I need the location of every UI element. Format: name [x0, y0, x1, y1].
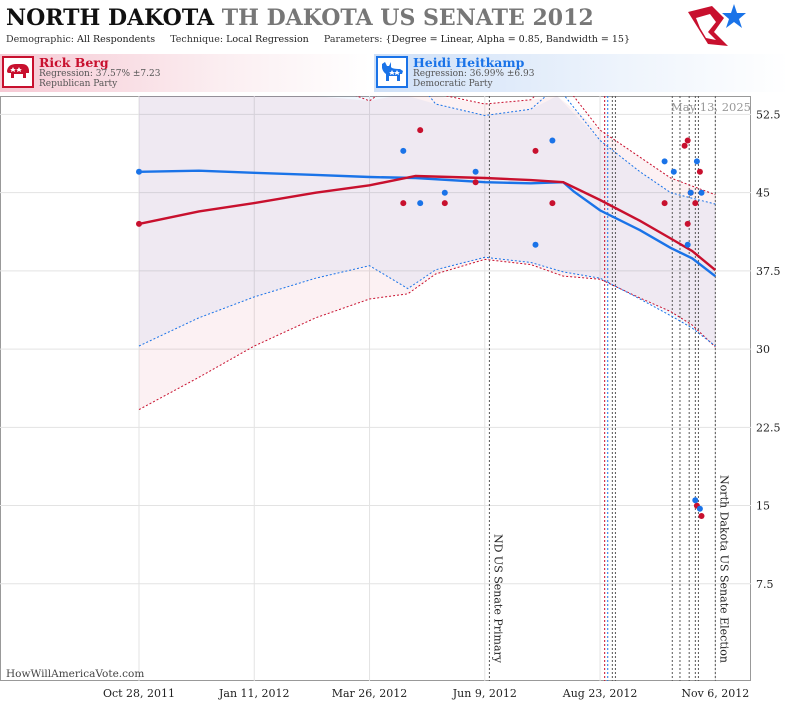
poll-point-heidi-heitkamp: [684, 241, 691, 248]
poll-point-heidi-heitkamp: [693, 158, 700, 165]
poll-point-heidi-heitkamp: [417, 200, 424, 207]
poll-point-rick-berg: [441, 200, 448, 207]
poll-point-rick-berg: [400, 200, 407, 207]
poll-point-rick-berg: [696, 168, 703, 175]
parameters-line: Demographic: All Respondents Technique: …: [6, 34, 630, 45]
poll-point-rick-berg: [698, 513, 705, 519]
poll-point-heidi-heitkamp: [549, 137, 556, 144]
event-label: North Dakota US Senate Election: [717, 475, 730, 663]
x-tick-label: Oct 28, 2011: [103, 687, 175, 700]
chart-title: NORTH DAKOTA TH DAKOTA US SENATE 2012: [6, 5, 594, 31]
polling-chart: 7.5 15 22.5 30 37.5 45 52.5 Oct 28, 2011 Jan 11,…: [0, 96, 781, 700]
poll-point-heidi-heitkamp: [400, 147, 407, 154]
y-tick-label: 15: [756, 500, 770, 513]
trend-line-heidi-heitkamp: [138, 169, 717, 278]
poll-point-heidi-heitkamp: [661, 158, 668, 165]
parameters-value: {Degree = Linear, Alpha = 0.85, Bandwidt…: [385, 34, 631, 45]
x-tick-label: Jun 9, 2012: [452, 687, 517, 700]
poll-point-heidi-heitkamp: [472, 168, 479, 175]
poll-point-rick-berg: [549, 200, 556, 207]
technique-label: Technique:: [170, 34, 224, 45]
title-state: NORTH DAKOTA: [6, 5, 215, 31]
trend-line-rick-berg: [138, 174, 717, 272]
current-date-label: May 13, 2025: [671, 100, 751, 114]
demographic-label: Demographic:: [6, 34, 75, 45]
poll-point-heidi-heitkamp: [698, 189, 705, 196]
confidence-band-heidi-heitkamp: [139, 96, 716, 346]
parameters-label: Parameters:: [323, 34, 383, 45]
site-logo-icon: [688, 4, 746, 46]
lower-bound-heidi-heitkamp: [138, 256, 716, 347]
candidate-name: Rick Berg: [39, 55, 109, 70]
elephant-icon: [2, 56, 34, 88]
poll-point-rick-berg: [472, 179, 479, 186]
poll-point-rick-berg: [661, 200, 668, 207]
x-tick-label: Mar 26, 2012: [332, 687, 408, 700]
demographic-value: All Respondents: [77, 34, 156, 45]
candidate-party: Democratic Party: [413, 79, 493, 89]
technique-value: Local Regression: [226, 34, 309, 45]
poll-point-heidi-heitkamp: [532, 241, 539, 248]
poll-point-rick-berg: [532, 147, 539, 154]
poll-point-rick-berg: [692, 200, 699, 207]
y-tick-label: 7.5: [756, 578, 774, 591]
candidate-card-rick-berg: Rick Berg Regression: 37.57% ±7.23 Repub…: [0, 54, 370, 92]
poll-point-heidi-heitkamp: [696, 505, 703, 512]
x-tick-label: Aug 23, 2012: [562, 687, 638, 700]
poll-point-rick-berg: [684, 220, 691, 227]
y-tick-label: 52.5: [756, 108, 781, 121]
candidate-regression: Regression: 36.99% ±6.93: [413, 69, 535, 79]
watermark: HowWillAmericaVote.com: [6, 668, 145, 680]
title-race: TH DAKOTA US SENATE 2012: [221, 5, 594, 31]
y-tick-label: 45: [756, 187, 770, 200]
plot-frame: [0, 96, 751, 681]
upper-bound-heidi-heitkamp: [428, 96, 716, 205]
poll-point-rick-berg: [684, 137, 691, 144]
poll-point-heidi-heitkamp: [687, 189, 694, 196]
x-tick-label: Nov 6, 2012: [681, 687, 749, 700]
poll-point-heidi-heitkamp: [441, 189, 448, 196]
donkey-icon: [376, 56, 408, 88]
poll-point-rick-berg: [417, 127, 424, 134]
poll-point-heidi-heitkamp: [136, 168, 142, 175]
lower-bound-rick-berg: [138, 258, 716, 411]
y-tick-label: 30: [756, 343, 770, 356]
poll-point-rick-berg: [681, 142, 688, 149]
candidate-regression: Regression: 37.57% ±7.23: [39, 69, 161, 79]
chart-header: NORTH DAKOTA TH DAKOTA US SENATE 2012 De…: [0, 0, 751, 50]
candidate-card-heidi-heitkamp: Heidi Heitkamp Regression: 36.99% ±6.93 …: [374, 54, 789, 92]
poll-point-heidi-heitkamp: [670, 168, 677, 175]
y-tick-label: 37.5: [756, 265, 781, 278]
x-tick-label: Jan 11, 2012: [218, 687, 290, 700]
event-label: ND US Senate Primary: [491, 534, 504, 664]
poll-point-rick-berg: [136, 220, 142, 227]
candidate-party: Republican Party: [39, 79, 118, 89]
y-tick-label: 22.5: [756, 421, 781, 434]
candidate-name: Heidi Heitkamp: [413, 55, 525, 70]
poll-point-heidi-heitkamp: [692, 497, 699, 504]
